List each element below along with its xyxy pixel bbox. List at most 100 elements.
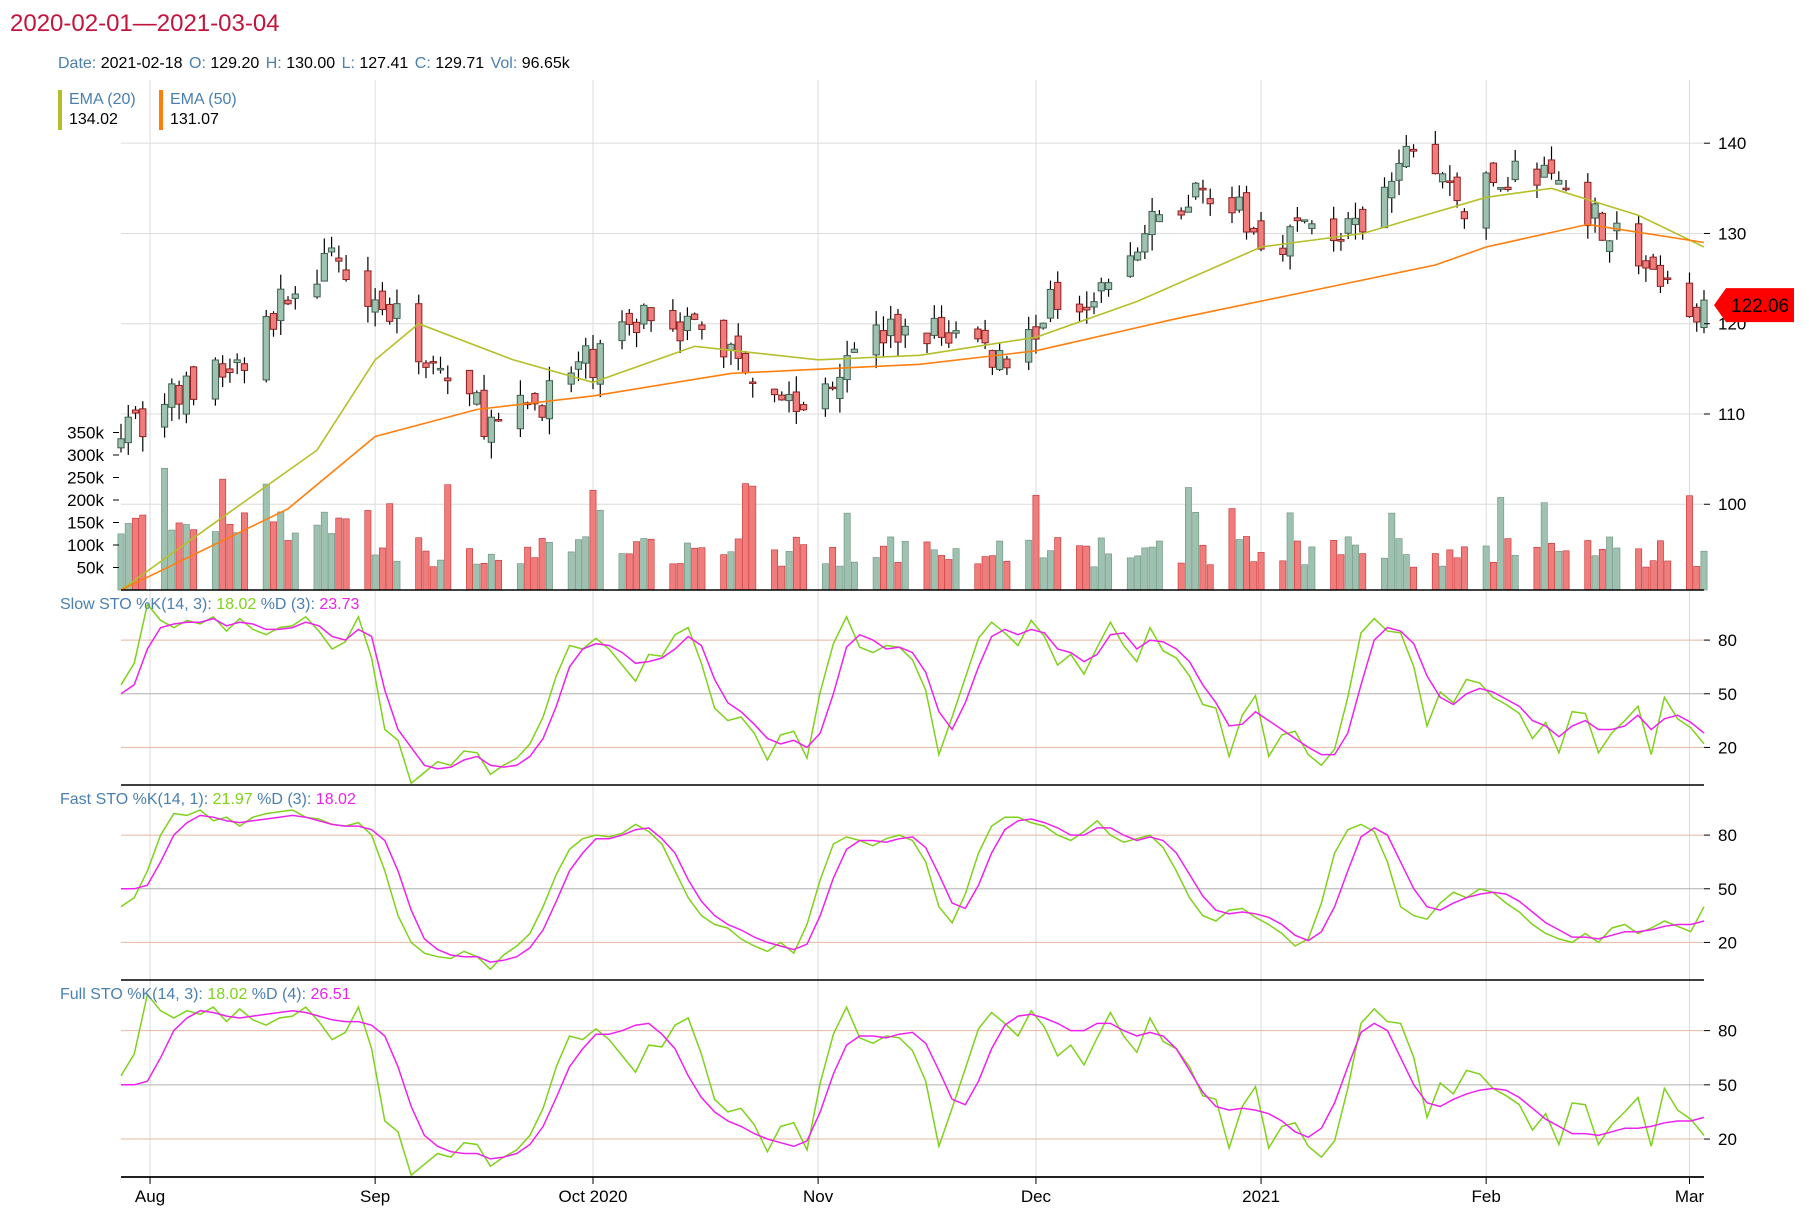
candle-body [1642, 260, 1650, 269]
candlestick [1126, 242, 1134, 278]
candle-body [894, 313, 902, 343]
volume-bar [1446, 549, 1454, 591]
candlestick [836, 363, 844, 413]
volume-bar [168, 529, 176, 591]
ohlc-value-open: 129.20 [210, 55, 260, 72]
candlestick [422, 360, 430, 379]
volume-bar [364, 510, 372, 591]
volume-bar [233, 532, 241, 591]
volume-bar [1047, 550, 1054, 591]
candlestick [182, 371, 190, 424]
candlestick [1649, 253, 1657, 270]
candle-body [1199, 187, 1207, 191]
volume-bar [1606, 536, 1614, 591]
candle-body [988, 350, 997, 368]
volume-bar [313, 524, 321, 591]
candle-body [582, 345, 590, 364]
candlestick [327, 236, 336, 257]
candlestick [1540, 156, 1548, 178]
candlestick [1642, 255, 1650, 282]
volume-bar [1700, 550, 1708, 591]
volume-bar [1083, 545, 1091, 591]
candlestick [1409, 144, 1418, 158]
candle-body [1126, 255, 1134, 277]
volume-bar [749, 485, 757, 591]
candle-body [974, 328, 982, 340]
candlestick [1511, 149, 1519, 183]
ohlc-value-close: 129.71 [435, 55, 485, 72]
volume-bar [1657, 540, 1664, 591]
candlestick [444, 365, 452, 395]
volume-bar [1381, 557, 1388, 591]
volume-bar [1148, 546, 1156, 591]
candle-body [168, 383, 176, 408]
x-tick-label: Sep [360, 1187, 390, 1206]
candle-body [1177, 210, 1185, 216]
candle-body [1540, 164, 1548, 178]
candlestick [233, 353, 241, 375]
candlestick [538, 404, 546, 422]
candlestick [1482, 171, 1490, 240]
candle-body [284, 299, 292, 305]
candle-body [1504, 186, 1512, 191]
last-price-label: 122.06 [1731, 296, 1789, 317]
price-tick-label: 130 [1718, 224, 1746, 243]
volume-bar [1337, 554, 1345, 591]
candlestick [1446, 165, 1454, 197]
volume-bar [1482, 545, 1490, 591]
stochastic-tick-label: 50 [1718, 685, 1737, 704]
stochastic-tick-label: 50 [1718, 1076, 1737, 1095]
stochastic-tick-label: 50 [1718, 880, 1737, 899]
volume-bar [1664, 560, 1672, 591]
candlestick [1046, 280, 1055, 323]
volume-bar [785, 551, 793, 591]
candlestick [487, 409, 495, 459]
candle-body [124, 416, 132, 444]
candle-body [538, 405, 546, 418]
candle-body [1235, 196, 1243, 211]
candlestick [1489, 162, 1498, 187]
candle-body [879, 330, 888, 344]
candle-body [799, 404, 808, 411]
candlestick [1003, 355, 1011, 375]
volume-bar [952, 548, 960, 591]
candlestick [574, 351, 583, 382]
volume-bar [988, 555, 996, 591]
candlestick [1032, 314, 1040, 354]
candle-body [1228, 197, 1236, 214]
candlestick [1497, 187, 1505, 192]
volume-bar [647, 538, 655, 591]
candle-body [1279, 247, 1287, 256]
candle-body [342, 269, 350, 281]
candlestick [139, 401, 147, 452]
candlestick [669, 299, 677, 332]
volume-bar [161, 468, 168, 591]
candlestick [1344, 212, 1352, 240]
candle-body [923, 332, 931, 345]
candlestick [465, 369, 474, 407]
volume-bar [415, 537, 423, 591]
volume-bar [1090, 566, 1098, 591]
candlestick [531, 392, 539, 411]
price-tick-label: 100 [1718, 495, 1746, 514]
candlestick [596, 339, 604, 398]
volume-bar [1293, 540, 1301, 591]
candlestick [828, 381, 837, 391]
candle-body [1141, 233, 1149, 253]
volume-bar [1032, 494, 1040, 591]
volume-bar [800, 544, 808, 591]
candlestick [567, 366, 575, 393]
candlestick [785, 381, 793, 413]
stochastic-tick-label: 80 [1718, 1022, 1737, 1041]
candlestick [1228, 186, 1236, 224]
candle-body [1351, 217, 1360, 226]
candlestick [647, 307, 655, 332]
volume-bar [1460, 546, 1468, 591]
candle-body [596, 343, 604, 385]
candle-body [785, 394, 793, 402]
candlestick [879, 316, 888, 357]
volume-bar [691, 547, 699, 591]
volume-bar [887, 536, 895, 591]
candlestick [894, 309, 902, 357]
candlestick [618, 310, 626, 350]
